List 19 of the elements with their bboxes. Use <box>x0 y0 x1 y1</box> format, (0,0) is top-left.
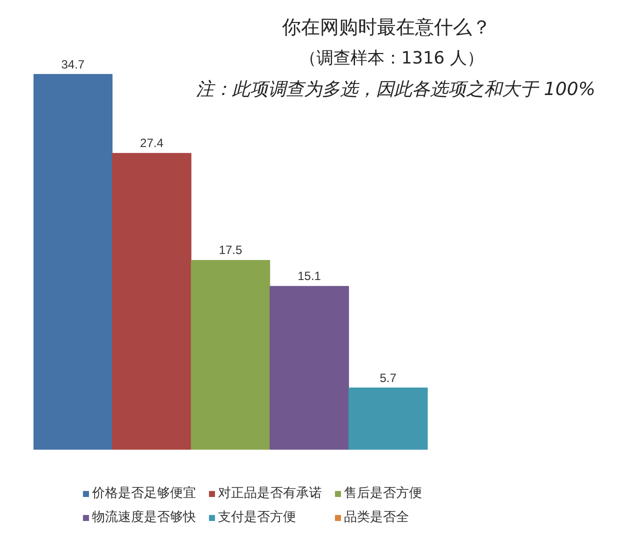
bar <box>190 260 270 450</box>
data-label: 5.7 <box>380 370 397 385</box>
data-label: 27.4 <box>140 136 164 150</box>
bar <box>348 388 428 450</box>
legend-label: 物流速度是否够快 <box>92 509 197 527</box>
bar <box>112 152 192 450</box>
annotation: 注：此项调查为多选，因此各选项之和大于 100% <box>196 78 596 100</box>
legend-label: 售后是否方便 <box>344 485 423 503</box>
data-label: 34.7 <box>61 57 85 72</box>
bar <box>34 74 113 450</box>
chart-subtitle: （调查样本：1316 人） <box>299 48 484 69</box>
data-label: 15.1 <box>298 269 322 284</box>
legend-label: 对正品是否有承诺 <box>218 485 323 503</box>
legend-label: 品类是否全 <box>344 509 410 527</box>
chart-title: 你在网购时最在意什么？ <box>280 16 491 38</box>
legend-label: 价格是否足够便宜 <box>92 485 197 503</box>
bar <box>270 286 349 450</box>
legend-label: 支付是否方便 <box>218 509 297 527</box>
data-label: 17.5 <box>218 243 243 258</box>
